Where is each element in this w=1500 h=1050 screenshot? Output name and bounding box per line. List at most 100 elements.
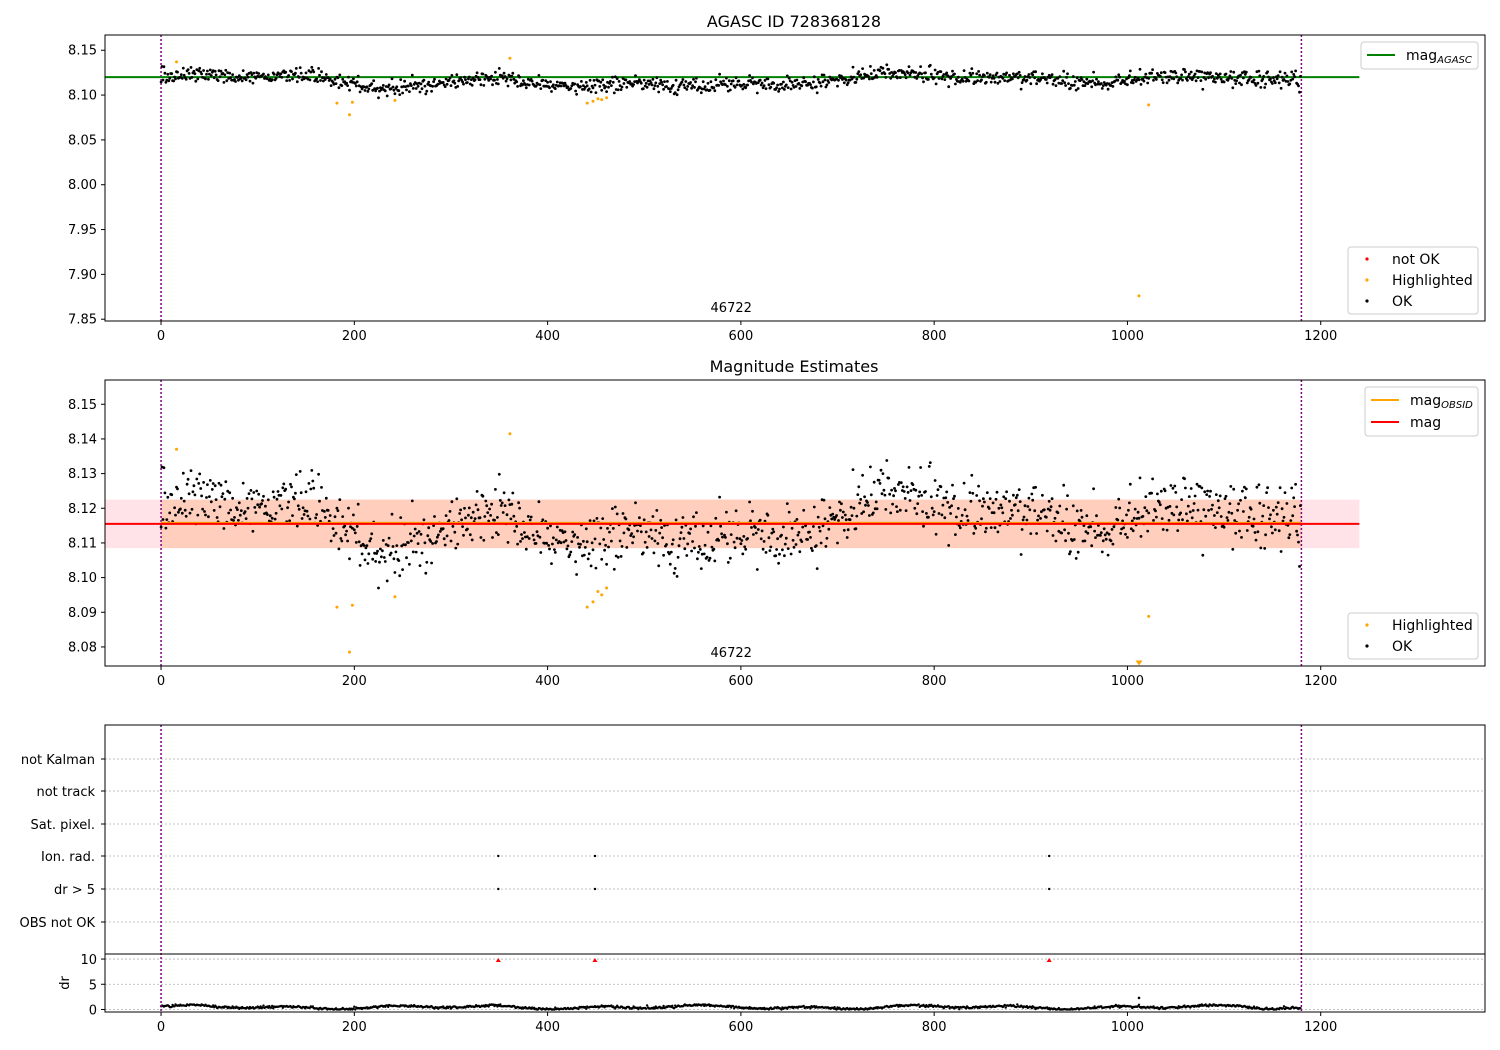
ok-point	[929, 495, 933, 499]
ok-point	[706, 530, 710, 534]
ok-point	[613, 505, 617, 509]
ok-point	[496, 516, 499, 519]
ok-point	[466, 527, 469, 531]
ok-point	[192, 484, 196, 488]
ok-point	[510, 74, 514, 78]
ok-point	[207, 515, 210, 519]
ok-point	[1282, 78, 1286, 81]
ok-point	[906, 71, 910, 75]
flag-point	[593, 854, 597, 858]
ok-point	[501, 511, 505, 514]
ok-point	[657, 90, 661, 94]
ok-point	[470, 83, 474, 87]
ok-point	[521, 537, 524, 540]
ok-point	[525, 535, 529, 539]
ok-point	[728, 556, 732, 560]
ok-point	[374, 89, 377, 93]
ok-point	[1017, 70, 1021, 74]
ok-point	[193, 493, 197, 497]
ok-point	[754, 526, 757, 529]
x-tick-label: 200	[342, 674, 367, 689]
ok-point	[1204, 514, 1208, 518]
ok-point	[668, 562, 672, 566]
ok-point	[658, 82, 662, 85]
ok-point	[204, 77, 207, 81]
ok-point	[1294, 482, 1297, 486]
ok-point	[676, 88, 680, 92]
ok-point	[458, 512, 462, 515]
ok-point	[548, 547, 551, 551]
ok-point	[744, 547, 748, 551]
ok-point	[1269, 77, 1272, 81]
ok-point	[1119, 532, 1123, 535]
dr-y-tick-label: 5	[89, 978, 97, 993]
ok-point	[724, 536, 727, 539]
dr-point	[262, 1004, 265, 1007]
ok-point	[500, 501, 504, 505]
ok-point	[1092, 70, 1095, 74]
ok-point	[1008, 73, 1011, 77]
ok-point	[345, 81, 348, 85]
dr-clipped-marker	[1046, 958, 1052, 963]
ok-point	[337, 86, 341, 90]
ok-point	[908, 73, 912, 77]
ok-point	[1117, 497, 1121, 501]
ok-point	[466, 81, 469, 84]
ok-point	[656, 84, 660, 88]
ok-point	[764, 87, 768, 90]
ok-point	[991, 501, 995, 505]
ok-point	[442, 537, 446, 541]
ok-point	[1256, 81, 1260, 85]
ok-point	[501, 76, 505, 80]
ok-point	[1167, 518, 1171, 522]
ok-point	[222, 81, 226, 84]
ok-point	[210, 488, 214, 491]
ok-point	[352, 77, 355, 81]
ok-point	[317, 67, 320, 70]
plot-area	[105, 380, 1360, 666]
ok-point	[249, 71, 253, 74]
ok-point	[767, 536, 771, 540]
ok-point	[907, 65, 911, 68]
ok-point	[257, 492, 261, 496]
ok-point	[320, 70, 323, 74]
flag-row-label: OBS not OK	[20, 916, 96, 931]
ok-point	[771, 527, 775, 531]
ok-point	[513, 529, 517, 533]
ok-point	[377, 96, 380, 100]
ok-point	[515, 525, 519, 528]
ok-point	[898, 508, 902, 512]
dr-point	[645, 1007, 648, 1010]
ok-point	[389, 551, 393, 555]
ok-point	[489, 514, 492, 517]
ok-point	[951, 69, 954, 73]
ok-point	[670, 542, 674, 546]
ok-point	[1224, 72, 1228, 76]
ok-point	[417, 530, 421, 533]
ok-point	[971, 71, 975, 75]
ok-point	[1294, 69, 1297, 73]
ok-point	[700, 87, 704, 91]
ok-point	[195, 477, 199, 481]
ok-point	[801, 525, 805, 529]
ok-point	[1018, 500, 1022, 503]
ok-point	[1065, 507, 1068, 511]
ok-point	[202, 481, 206, 484]
ok-point	[1056, 511, 1060, 515]
ok-point	[168, 511, 172, 515]
ok-point	[703, 543, 707, 547]
ok-point	[254, 76, 258, 80]
ok-point	[1074, 88, 1078, 92]
ok-point	[192, 69, 196, 73]
ok-point	[636, 529, 639, 533]
ok-point	[236, 76, 239, 79]
ok-point	[515, 80, 519, 84]
ok-point	[956, 75, 960, 79]
ok-point	[538, 83, 542, 86]
ok-point	[208, 68, 212, 72]
ok-point	[333, 515, 337, 519]
ok-point	[478, 516, 482, 520]
ok-point	[1143, 506, 1147, 510]
ok-point	[894, 71, 897, 74]
ok-point	[441, 81, 445, 84]
